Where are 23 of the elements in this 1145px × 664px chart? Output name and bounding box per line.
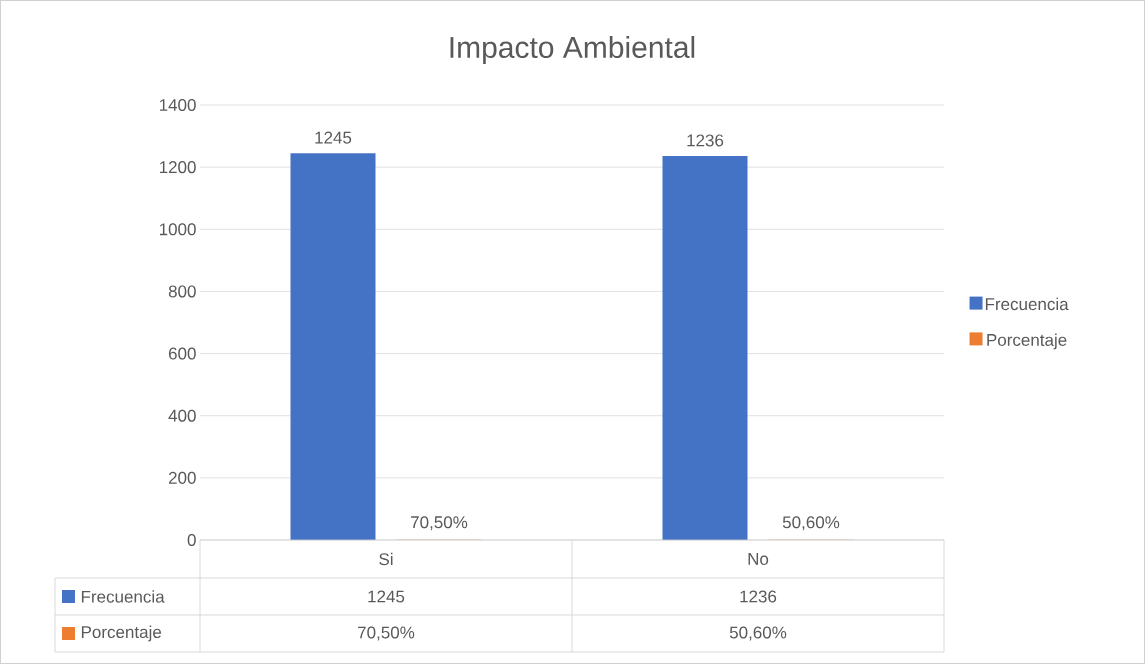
text: 1245 — [315, 131, 352, 144]
x-tick-label: Si — [379, 552, 393, 566]
legend-label: Frecuencia — [81, 590, 165, 603]
y-tick-label: 1200 — [159, 161, 196, 174]
text: 50,60% — [782, 516, 840, 531]
text: Frecuencia — [985, 297, 1069, 311]
data-label: 70,50% — [358, 626, 415, 641]
y-tick-label: 400 — [168, 409, 196, 422]
data-label: 50,60% — [729, 626, 787, 641]
legend-label: Porcentaje — [987, 333, 1067, 350]
data-label: 1236 — [740, 590, 777, 603]
y-tick-label: 0 — [187, 533, 196, 547]
y-tick-label: 200 — [168, 471, 196, 484]
text: 1236 — [687, 134, 724, 147]
data-label: 1245 — [368, 590, 405, 603]
y-tick-label: 1000 — [159, 223, 196, 236]
y-tick-label: 1400 — [159, 98, 196, 112]
x-tick-label: No — [748, 553, 769, 565]
text: Porcentaje — [81, 625, 162, 642]
y-tick-label: 800 — [168, 285, 196, 298]
text: 70,50% — [411, 516, 468, 531]
y-tick-label: 600 — [168, 347, 196, 360]
chart-title: Impacto Ambiental — [450, 36, 695, 64]
